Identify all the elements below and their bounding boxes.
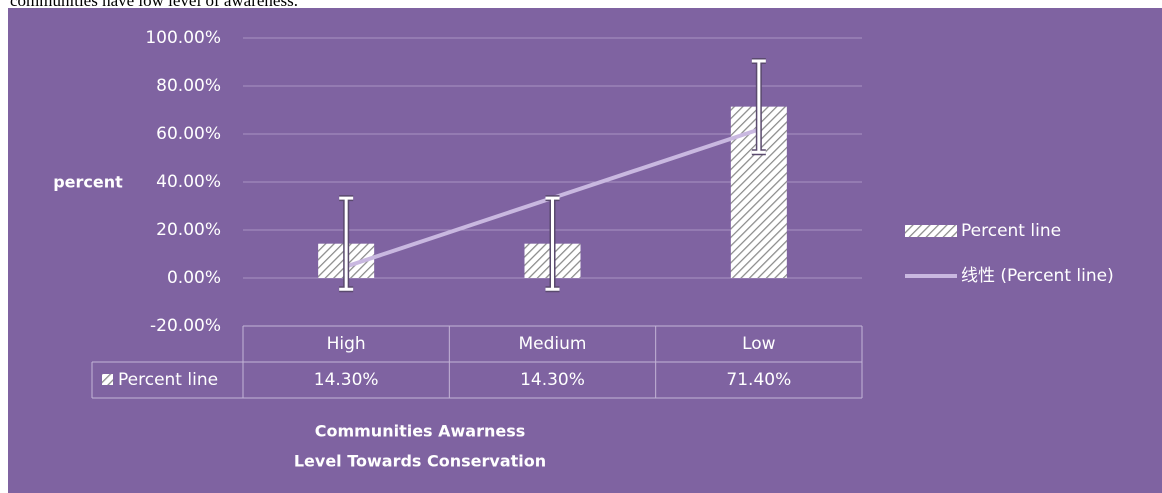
y-tick-label: 60.00% bbox=[156, 124, 221, 144]
data-label: 14.30% bbox=[314, 370, 379, 390]
x-axis-label: Communities Awarness bbox=[315, 422, 526, 441]
x-tick-label: Medium bbox=[519, 334, 587, 354]
x-tick-label: High bbox=[327, 334, 366, 354]
table-legend-key bbox=[102, 374, 113, 385]
y-tick-label: 80.00% bbox=[156, 76, 221, 96]
legend-label: Percent line bbox=[961, 221, 1061, 241]
x-axis-label: Level Towards Conservation bbox=[294, 452, 546, 471]
error-bar bbox=[339, 196, 354, 291]
legend-key bbox=[905, 225, 957, 237]
caption: communities have low level of awareness. bbox=[10, 0, 298, 10]
table-row-label: Percent line bbox=[118, 370, 218, 390]
data-label: 14.30% bbox=[520, 370, 585, 390]
y-axis-label: percent bbox=[53, 173, 123, 192]
chart-background bbox=[8, 8, 1162, 493]
error-bar bbox=[751, 59, 766, 154]
x-tick-label: Low bbox=[742, 334, 776, 354]
y-tick-label: 100.00% bbox=[145, 28, 221, 48]
y-tick-label: -20.00% bbox=[150, 316, 221, 336]
y-tick-label: 20.00% bbox=[156, 220, 221, 240]
legend-label: 线性 (Percent line) bbox=[961, 266, 1114, 286]
data-label: 71.40% bbox=[726, 370, 791, 390]
y-tick-label: 0.00% bbox=[167, 268, 221, 288]
y-tick-label: 40.00% bbox=[156, 172, 221, 192]
error-bar bbox=[545, 196, 560, 291]
